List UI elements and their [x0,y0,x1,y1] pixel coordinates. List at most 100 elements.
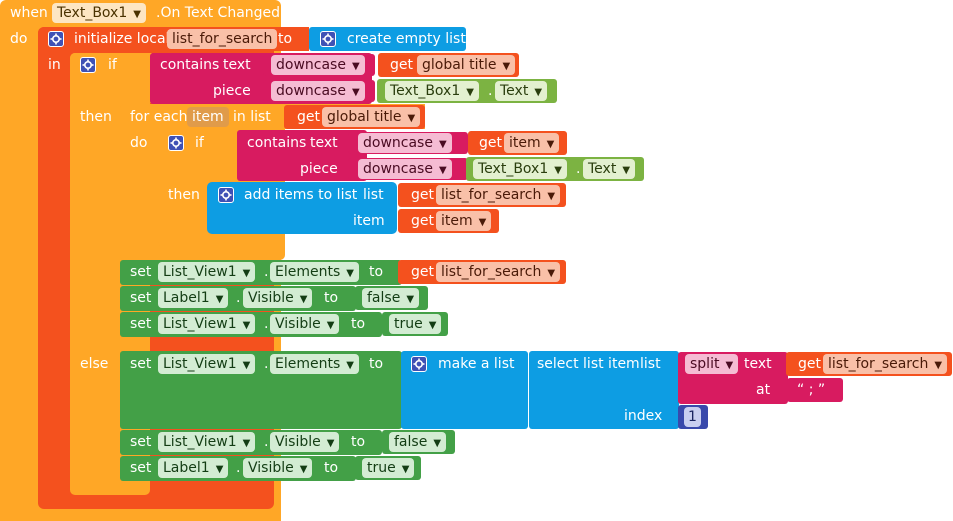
text-label: text [310,135,338,151]
get-var-dropdown[interactable]: list_for_search ▼ [436,262,561,282]
event-name: .On Text Changed [156,5,281,21]
contains-label: contains [247,135,307,151]
chevron-down-icon: ▼ [502,61,511,72]
else-label: else [80,356,109,372]
make-a-list-label: make a list [438,356,515,372]
chevron-down-icon: ▼ [407,113,416,124]
get-label: get [297,109,320,125]
text-string-block[interactable] [787,378,843,402]
for-each-label: for each [130,109,188,125]
chevron-down-icon: ▼ [351,87,360,98]
downcase-dropdown[interactable]: downcase ▼ [358,133,452,153]
gear-icon[interactable] [48,31,64,47]
property-dropdown[interactable]: Elements ▼ [270,354,359,374]
contains-text-block[interactable] [237,130,367,181]
select-list-item-label: select list item [537,356,640,372]
boolean-dropdown[interactable]: false ▼ [362,288,420,308]
property-dropdown[interactable]: Elements ▼ [270,262,359,282]
component-dropdown[interactable]: List_View1 ▼ [158,314,256,334]
gear-icon[interactable] [320,31,336,47]
split-dropdown[interactable]: split ▼ [685,354,739,374]
do-label: do [10,31,28,47]
component-dropdown[interactable]: Text_Box1 ▼ [52,3,146,23]
inner-then-label: then [168,187,200,203]
chevron-down-icon: ▼ [215,464,224,475]
property-dropdown[interactable]: Text ▼ [583,159,636,179]
component-dropdown[interactable]: Text_Box1 ▼ [385,81,479,101]
downcase-dropdown[interactable]: downcase ▼ [271,81,365,101]
gear-icon[interactable] [411,356,427,372]
chevron-down-icon: ▼ [546,139,555,150]
in-label: in [48,57,61,73]
get-var-dropdown[interactable]: list_for_search ▼ [823,354,948,374]
gear-icon[interactable] [218,187,234,203]
index-number[interactable]: 1 [684,407,701,427]
chevron-down-icon: ▼ [725,360,734,371]
chevron-down-icon: ▼ [554,165,562,176]
chevron-down-icon: ▼ [346,268,354,279]
set-label: set [130,434,152,450]
component-dropdown[interactable]: Text_Box1 ▼ [473,159,567,179]
to-label: to [278,31,293,47]
property-dropdown[interactable]: Visible ▼ [270,432,340,452]
get-label: get [479,135,502,151]
in-list-label: in list [233,109,271,125]
text-label: text [223,57,251,73]
component-dropdown[interactable]: List_View1 ▼ [158,432,256,452]
component-dropdown[interactable]: List_View1 ▼ [158,262,256,282]
chevron-down-icon: ▼ [433,438,442,449]
get-label: get [411,213,434,229]
select-list-item-block[interactable] [529,351,679,429]
boolean-dropdown[interactable]: true ▼ [362,458,415,478]
chevron-down-icon: ▼ [406,294,415,305]
get-var-dropdown[interactable]: item ▼ [504,133,560,153]
for-each-var[interactable]: item [187,107,229,127]
create-empty-list-label: create empty list [347,31,466,47]
property-dropdown[interactable]: Visible ▼ [243,288,313,308]
get-label: get [390,57,413,73]
set-label: set [130,290,152,306]
property-dropdown[interactable]: Visible ▼ [243,458,313,478]
local-var-name[interactable]: list_for_search [167,29,278,49]
get-var-dropdown[interactable]: global title ▼ [417,55,516,75]
to-label: to [369,356,384,372]
get-var-dropdown[interactable]: item ▼ [436,211,492,231]
add-items-to-list-block[interactable] [207,182,397,234]
chevron-down-icon: ▼ [351,61,360,72]
gear-icon[interactable] [168,135,184,151]
chevron-down-icon: ▼ [401,464,410,475]
downcase-dropdown[interactable]: downcase ▼ [271,55,365,75]
chevron-down-icon: ▼ [242,320,251,331]
to-label: to [324,460,339,476]
initialize-local-label: initialize local [74,31,170,47]
for-each-do-label: do [130,135,148,151]
chevron-down-icon: ▼ [133,9,141,20]
property-dropdown[interactable]: Text ▼ [495,81,548,101]
list-label: list [640,356,661,372]
component-dropdown[interactable]: Label1 ▼ [158,288,229,308]
get-label: get [798,356,821,372]
chevron-down-icon: ▼ [299,294,308,305]
chevron-down-icon: ▼ [466,87,474,98]
chevron-down-icon: ▼ [215,294,224,305]
at-label: at [756,382,771,398]
then-label: then [80,109,112,125]
chevron-down-icon: ▼ [242,438,251,449]
chevron-down-icon: ▼ [547,191,556,202]
chevron-down-icon: ▼ [242,268,251,279]
downcase-dropdown[interactable]: downcase ▼ [358,159,452,179]
inner-if-label: if [195,135,204,151]
chevron-down-icon: ▼ [534,87,543,98]
if-label: if [108,57,117,73]
component-dropdown[interactable]: Label1 ▼ [158,458,229,478]
gear-icon[interactable] [80,57,96,73]
text-string[interactable]: “ ; ” [797,382,826,398]
chevron-down-icon: ▼ [428,320,437,331]
boolean-dropdown[interactable]: true ▼ [389,314,442,334]
to-label: to [351,434,366,450]
get-var-dropdown[interactable]: global title ▼ [322,107,421,127]
boolean-dropdown[interactable]: false ▼ [389,432,447,452]
get-var-dropdown[interactable]: list_for_search ▼ [436,185,561,205]
component-dropdown[interactable]: List_View1 ▼ [158,354,256,374]
property-dropdown[interactable]: Visible ▼ [270,314,340,334]
